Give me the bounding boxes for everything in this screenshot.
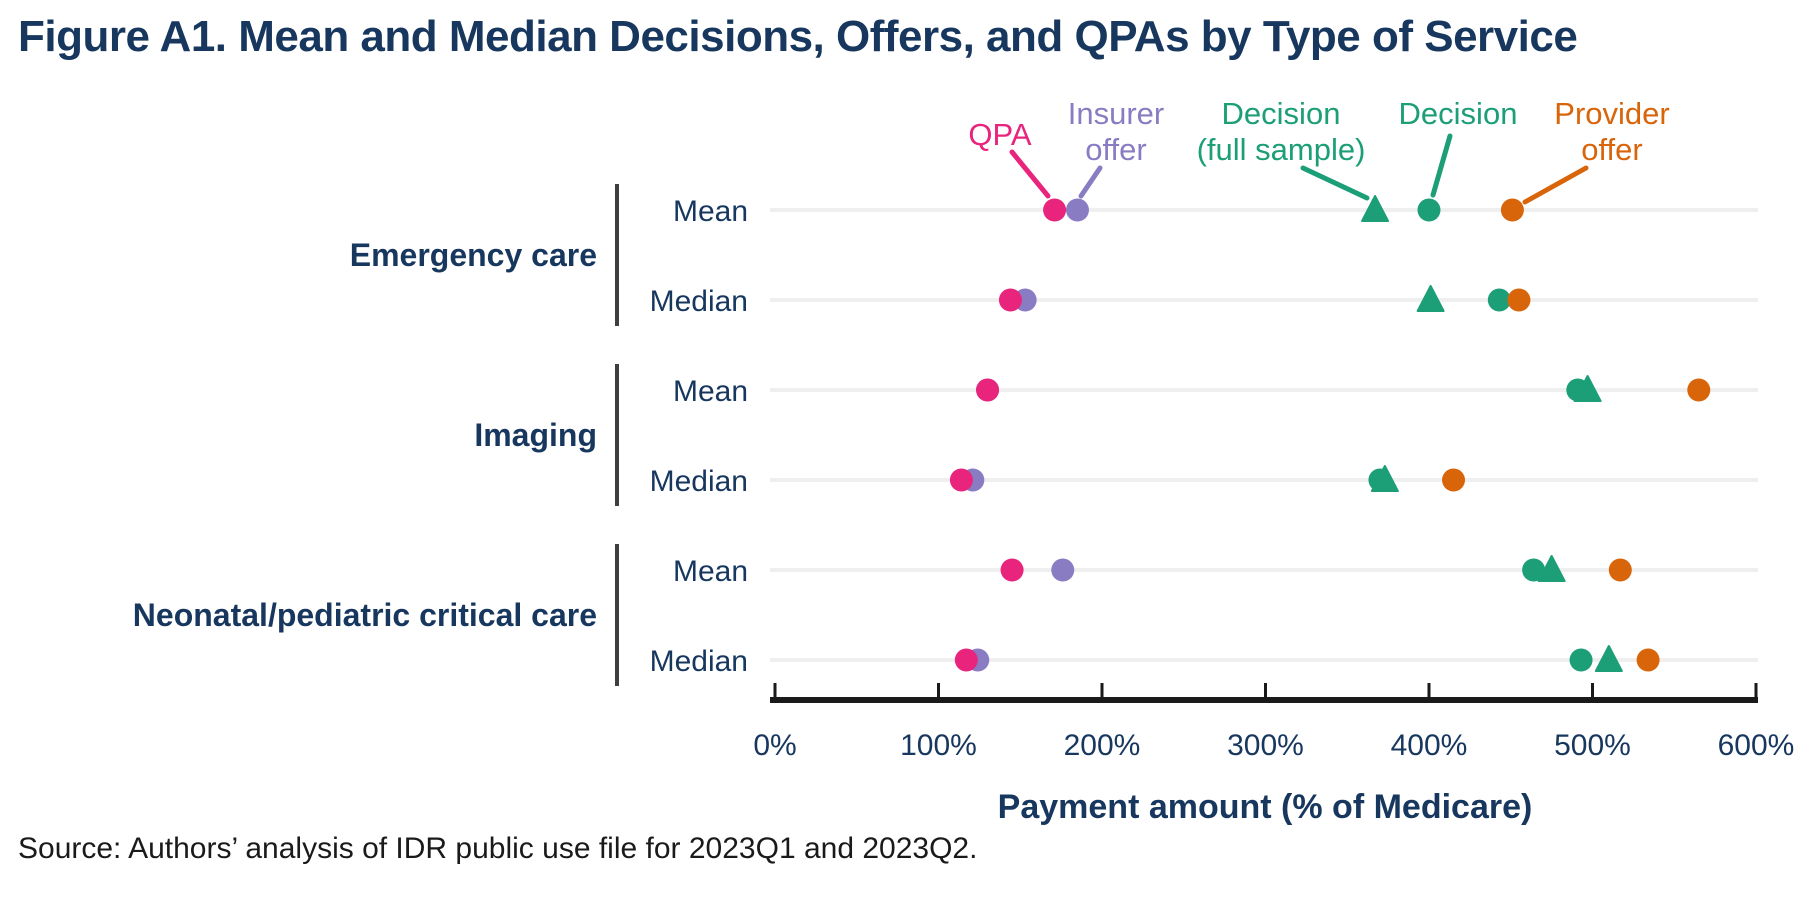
x-tick-label: 500% <box>1554 729 1631 762</box>
marker-decision <box>1569 648 1593 672</box>
marker-insurer-offer <box>1051 558 1075 582</box>
x-tick-label: 400% <box>1391 729 1468 762</box>
marker-provider-offer <box>1507 288 1531 312</box>
legend-leader-provider-offer <box>1522 165 1589 205</box>
x-tick-label: 100% <box>900 729 977 762</box>
source-note: Source: Authors’ analysis of IDR public … <box>18 832 978 865</box>
legend-leader-decision <box>1430 133 1453 198</box>
figure-title: Figure A1. Mean and Median Decisions, Of… <box>18 12 1578 61</box>
group-label: Neonatal/pediatric critical care <box>133 597 597 633</box>
row-label-mean: Mean <box>673 555 748 588</box>
group-label: Emergency care <box>350 237 597 273</box>
marker-decision-full-sample <box>1361 195 1390 222</box>
marker-provider-offer <box>1608 558 1632 582</box>
legend-label-provider-offer: Provider <box>1554 96 1669 131</box>
x-tick-label: 200% <box>1064 729 1141 762</box>
legend-label-decision-full-sample: Decision <box>1222 96 1341 131</box>
marker-qpa <box>976 378 1000 402</box>
x-axis-title: Payment amount (% of Medicare) <box>998 788 1533 826</box>
row-label-mean: Mean <box>673 375 748 408</box>
legend-label-insurer-offer: Insurer <box>1068 96 1164 131</box>
marker-decision-full-sample <box>1537 555 1566 582</box>
marker-decision <box>1368 468 1392 492</box>
marker-decision-full-sample <box>1594 645 1623 672</box>
marker-provider-offer <box>1636 648 1660 672</box>
marker-provider-offer <box>1442 468 1466 492</box>
marker-decision <box>1487 288 1511 312</box>
marker-provider-offer <box>1500 198 1524 222</box>
marker-qpa <box>1000 558 1024 582</box>
row-label-median: Median <box>650 645 748 678</box>
legend-label-insurer-offer: offer <box>1085 132 1146 167</box>
marker-qpa <box>954 648 978 672</box>
marker-decision-full-sample <box>1416 285 1445 312</box>
marker-qpa <box>949 468 973 492</box>
row-label-median: Median <box>650 285 748 318</box>
marker-qpa <box>1043 198 1067 222</box>
legend-label-decision-full-sample: (full sample) <box>1197 132 1366 167</box>
legend-leader-insurer-offer <box>1078 165 1103 199</box>
marker-decision <box>1417 198 1441 222</box>
x-tick-label: 0% <box>753 729 796 762</box>
marker-decision <box>1566 378 1590 402</box>
marker-insurer-offer <box>1065 198 1089 222</box>
group-label: Imaging <box>474 417 597 453</box>
legend-leader-qpa <box>1009 149 1051 199</box>
marker-qpa <box>998 288 1022 312</box>
row-label-median: Median <box>650 465 748 498</box>
marker-provider-offer <box>1687 378 1711 402</box>
x-tick-label: 600% <box>1718 729 1795 762</box>
row-label-mean: Mean <box>673 195 748 228</box>
x-tick-label: 300% <box>1227 729 1304 762</box>
marker-decision <box>1522 558 1546 582</box>
legend-label-qpa: QPA <box>968 117 1031 152</box>
legend-label-provider-offer: offer <box>1581 132 1642 167</box>
legend-label-decision: Decision <box>1399 96 1518 131</box>
legend-leader-decision-full-sample <box>1300 165 1370 201</box>
